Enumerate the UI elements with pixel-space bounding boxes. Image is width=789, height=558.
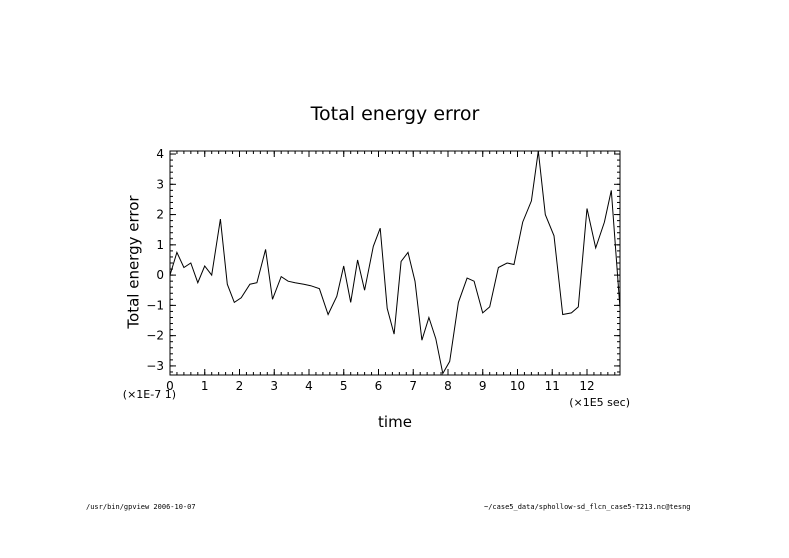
plot-area-frame xyxy=(169,150,621,376)
y-axis-label: Total energy error xyxy=(125,195,143,330)
y-tick-label: 0 xyxy=(156,268,164,282)
x-axis-label: time xyxy=(378,413,412,431)
chart-title: Total energy error xyxy=(310,103,480,125)
x-tick-label: 4 xyxy=(305,379,313,393)
y-tick-label: 3 xyxy=(156,177,164,191)
x-tick-label: 12 xyxy=(579,379,594,393)
x-tick-label: 6 xyxy=(375,379,383,393)
series-line xyxy=(169,150,621,375)
x-tick-label: 2 xyxy=(236,379,244,393)
x-scale-label: (×1E5 sec) xyxy=(569,396,630,409)
x-tick-label: 0 xyxy=(166,379,174,393)
y-tick-label: 1 xyxy=(156,238,164,252)
y-tick-label: 2 xyxy=(156,208,164,222)
footer-left-note: /usr/bin/gpview 2006-10-07 xyxy=(86,503,196,511)
x-tick-label: 8 xyxy=(444,379,452,393)
y-tick-label: −2 xyxy=(146,329,164,343)
x-tick-label: 3 xyxy=(270,379,278,393)
x-tick-label: 10 xyxy=(510,379,525,393)
y-scale-label: (×1E-7 1) xyxy=(123,388,176,401)
x-tick-label: 5 xyxy=(340,379,348,393)
x-tick-label: 11 xyxy=(545,379,560,393)
y-tick-label: 4 xyxy=(156,147,164,161)
x-tick-label: 7 xyxy=(409,379,417,393)
y-tick-label: −1 xyxy=(146,298,164,312)
x-tick-label: 1 xyxy=(201,379,209,393)
footer-right-note: ~/case5_data/sphollow-sd_flcn_case5-T213… xyxy=(484,503,691,511)
x-tick-label: 9 xyxy=(479,379,487,393)
y-tick-label: −3 xyxy=(146,359,164,373)
